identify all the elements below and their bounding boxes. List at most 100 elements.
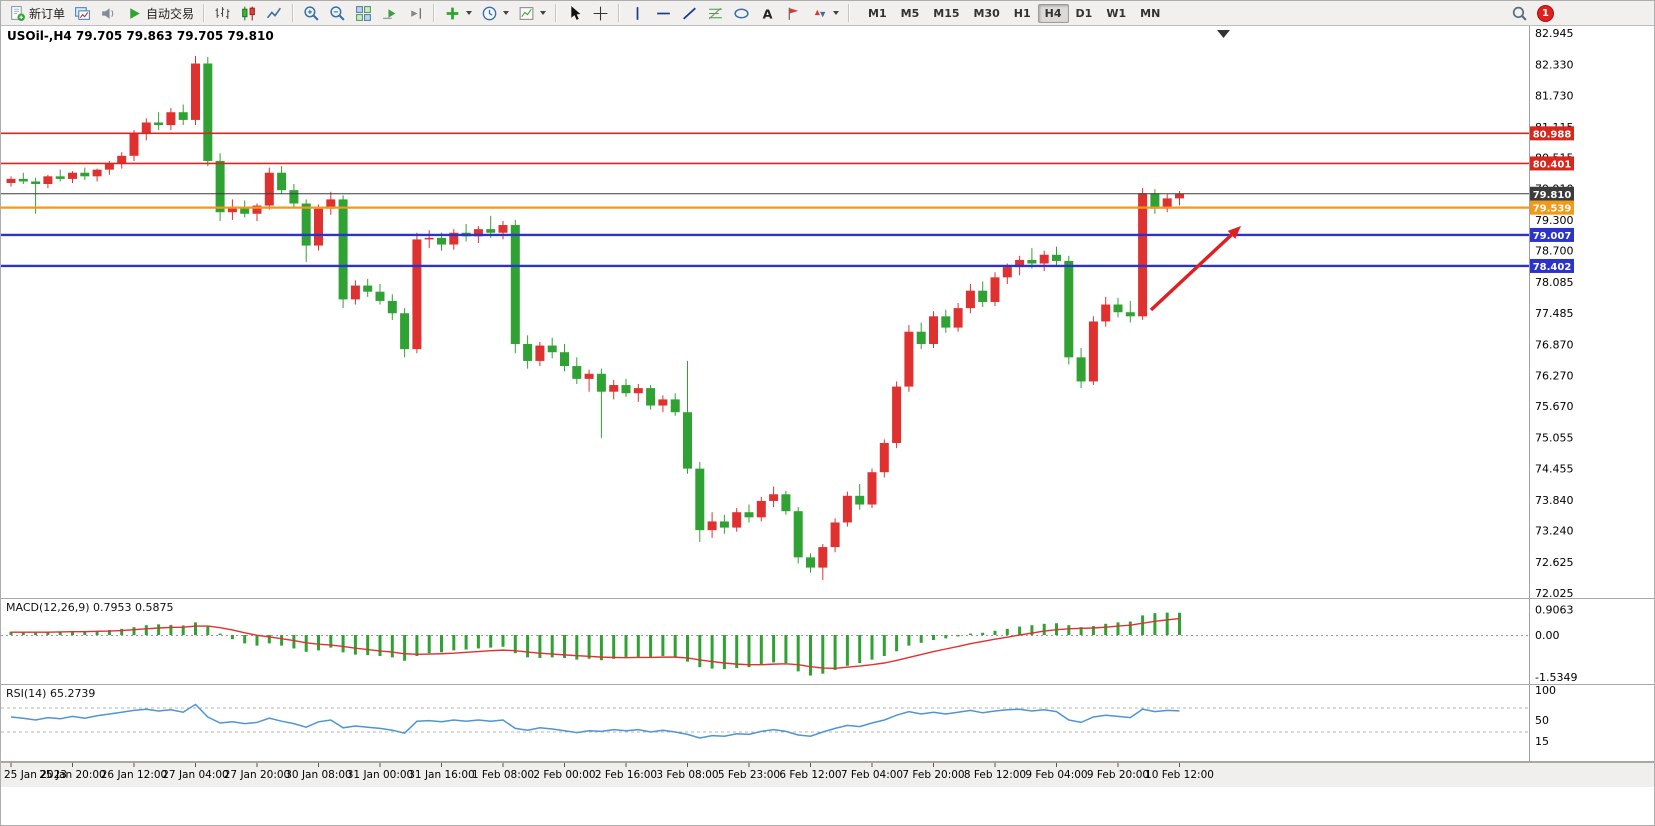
candle-body [80, 172, 90, 177]
vertical-line-icon [636, 6, 639, 20]
candle-body [633, 388, 643, 394]
toolbar-separator [618, 4, 621, 22]
chart-shift-icon [411, 7, 421, 19]
rsi-label: RSI(14) 65.2739 [6, 687, 96, 700]
horizontal-line-tool-button[interactable] [651, 2, 676, 25]
price-axis-label: 82.945 [1535, 27, 1574, 40]
candle-body [842, 495, 852, 523]
candle-body [781, 494, 791, 512]
macd-label: MACD(12,26,9) 0.7953 0.5875 [6, 601, 174, 614]
periods-button[interactable] [477, 2, 513, 25]
timeframe-button-H4[interactable]: H4 [1037, 3, 1069, 23]
candle-body [855, 495, 865, 505]
candle-body [277, 172, 287, 191]
candle-body [437, 237, 446, 245]
price-tag [1530, 200, 1574, 215]
timeframe-button-M5[interactable]: M5 [900, 6, 920, 20]
toolbar-separator [555, 4, 558, 22]
candle-body [301, 203, 311, 246]
timeframe-button-M1[interactable]: M1 [868, 6, 887, 20]
time-axis-label: 9 Feb 04:00 [1025, 769, 1087, 781]
macd-canvas[interactable]: 0.9063 0.00 -1.5349 [1, 599, 1655, 684]
macd-axis-label: 0.9063 [1535, 604, 1574, 617]
candle-body [92, 169, 102, 177]
rsi-axis-label: 50 [1535, 714, 1549, 727]
candle-body [523, 344, 533, 361]
templates-button[interactable] [514, 2, 550, 25]
chart-shift-marker[interactable] [1217, 30, 1230, 38]
chart-title: USOil-,H4 79.705 79.863 79.705 79.810 [7, 29, 274, 43]
auto-scroll-button[interactable] [377, 2, 402, 25]
candle-body [264, 172, 274, 206]
text-tool-glyph: A [763, 7, 773, 22]
new-chart-button[interactable] [70, 2, 95, 25]
label-tool-button[interactable] [781, 2, 806, 25]
price-chart-canvas[interactable]: 82.94582.33081.73081.11580.51579.91079.3… [1, 26, 1655, 598]
line-chart-mode-button[interactable] [262, 2, 287, 25]
new-order-button[interactable]: 新订单 [5, 2, 69, 25]
time-axis-panel: 25 Jan 2023 25 Jan 20:00 26 Jan 12:00 27 Ja… [1, 762, 1655, 787]
price-axis-label: 72.025 [1535, 587, 1574, 598]
candle-body [990, 277, 1000, 302]
bar-chart-mode-button[interactable] [210, 2, 235, 25]
timeframe-button-M30[interactable]: M30 [973, 6, 1000, 20]
add-indicator-button[interactable] [440, 2, 476, 25]
text-tool-button[interactable]: A [755, 2, 780, 25]
shapes-tool-button[interactable] [729, 2, 754, 25]
time-axis-label: 25 Jan 2023 [4, 769, 67, 781]
price-axis-label: 73.840 [1535, 494, 1574, 507]
trendline-tool-button[interactable] [677, 2, 702, 25]
fibonacci-tool-button[interactable] [703, 2, 728, 25]
candle-body [43, 176, 53, 185]
price-tag [1530, 258, 1574, 273]
candle-body [806, 557, 815, 568]
zoom-in-button[interactable] [299, 2, 324, 25]
toolbar-separator [203, 4, 206, 22]
timeframe-button-M15[interactable]: M15 [933, 6, 960, 20]
chart-shift-button[interactable] [403, 2, 428, 25]
candle-body [646, 388, 656, 406]
rsi-canvas[interactable]: 100 50 15 [1, 685, 1655, 761]
candle-body [584, 373, 594, 379]
price-axis-label: 75.670 [1535, 400, 1574, 413]
vertical-line-tool-button[interactable] [625, 2, 650, 25]
time-axis-label: 25 Jan 20:00 [39, 769, 105, 781]
candle-body [1027, 259, 1037, 264]
timeframe-button-MN[interactable]: MN [1140, 6, 1161, 20]
auto-trading-button[interactable]: 自动交易 [122, 2, 198, 25]
candle-body [953, 308, 963, 328]
zoom-out-button[interactable] [325, 2, 350, 25]
timeframe-button-H1[interactable]: H1 [1013, 6, 1031, 20]
notification-badge[interactable]: 1 [1537, 4, 1554, 22]
add-indicator-icon [446, 7, 459, 19]
candle-body [609, 385, 619, 392]
candle-body [867, 472, 877, 505]
arrows-tool-button[interactable] [807, 2, 843, 25]
crosshair-tool-button[interactable] [588, 2, 613, 25]
announcement-icon [102, 7, 114, 19]
toolbar-separator [848, 4, 851, 22]
cursor-tool-button[interactable] [562, 2, 587, 25]
timeframe-button-D1[interactable]: D1 [1075, 6, 1093, 20]
trend-arrow-line[interactable] [1149, 233, 1233, 312]
time-axis-label: 26 Jan 12:00 [101, 769, 167, 781]
candle-body [965, 290, 975, 309]
timeframe-button-W1[interactable]: W1 [1106, 6, 1127, 20]
alerts-button[interactable] [96, 2, 121, 25]
tile-windows-button[interactable] [351, 2, 376, 25]
price-axis-label: 82.330 [1535, 59, 1574, 72]
chart-window-icon [75, 6, 90, 20]
candle-body [904, 331, 914, 387]
candle-body [818, 547, 828, 568]
candlestick-mode-button[interactable] [236, 2, 261, 25]
candle-body [510, 225, 520, 345]
candle-body [1076, 357, 1086, 382]
price-tag [1530, 126, 1574, 141]
price-axis-label: 73.240 [1535, 525, 1574, 538]
template-icon [519, 6, 534, 20]
candle-body [363, 285, 373, 292]
candle-body [18, 178, 28, 182]
search-icon[interactable] [1511, 5, 1528, 22]
candle-body [252, 205, 262, 214]
